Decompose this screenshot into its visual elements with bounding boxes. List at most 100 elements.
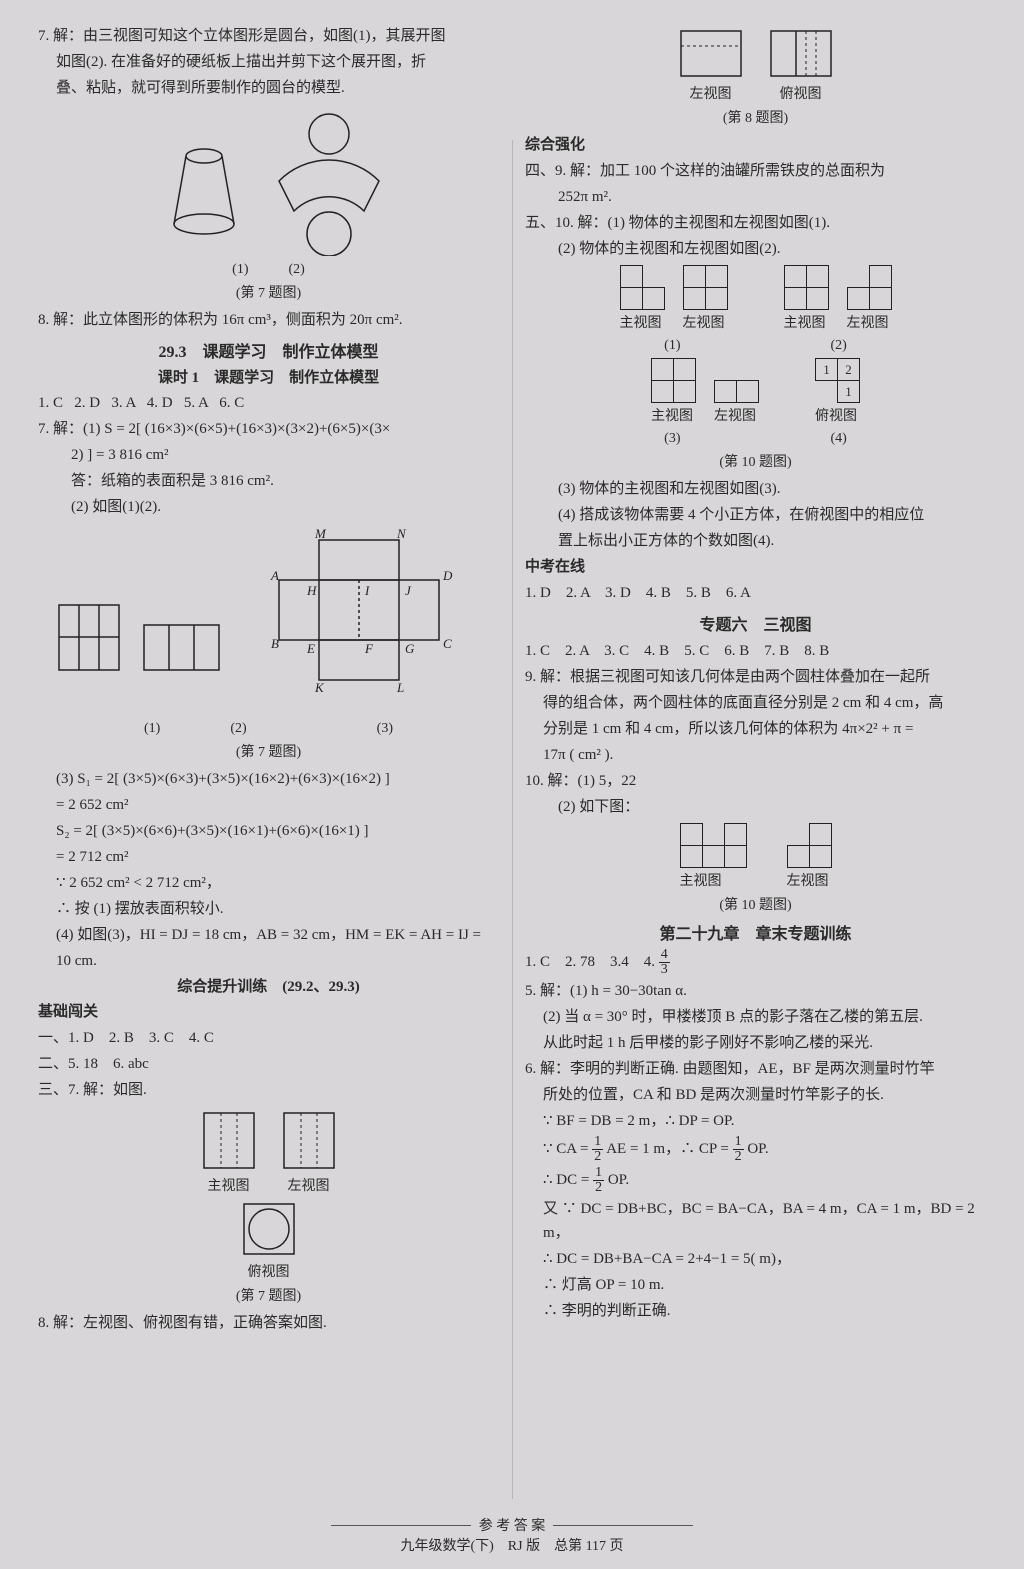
fig7b-svg: MN AH IJD BE FGC KL <box>49 525 489 715</box>
svg-text:C: C <box>443 636 452 651</box>
left-column: 7. 解：由三视图可知这个立体图形是圆台，如图(1)，其展开图 如图(2). 在… <box>30 18 507 1551</box>
fig7a-label1: (1) <box>232 262 248 278</box>
q10-5: 置上标出小正方体的个数如图(4). <box>525 529 986 553</box>
zkzx-head: 中考在线 <box>525 555 986 579</box>
svg-text:L: L <box>396 680 404 695</box>
fig10b: 主视图 左视图 <box>525 823 986 890</box>
q10-1: 五、10. 解：(1) 物体的主视图和左视图如图(1). <box>525 211 986 235</box>
ans-zt: 1. C 2. A 3. C 4. B 5. C 6. B 7. B 8. B <box>525 639 986 663</box>
zhqh-head: 综合强化 <box>525 133 986 157</box>
q6-8: ∴ 灯高 OP = 10 m. <box>525 1273 986 1297</box>
footer-l2: 九年级数学(下) RJ 版 总第 117 页 <box>0 1535 1024 1555</box>
fig10-row2: 主视图 左视图 12 1 俯视图 <box>525 358 986 425</box>
ans-row-2: 一、1. D 2. B 3. C 4. C <box>38 1026 499 1050</box>
svg-text:J: J <box>405 583 412 598</box>
q9b-2: 得的组合体，两个圆柱体的底面直径分别是 2 cm 和 4 cm，高 <box>525 691 986 715</box>
q7b-10: ∴ 按 (1) 摆放表面积较小. <box>38 897 499 921</box>
svg-text:H: H <box>306 583 317 598</box>
q7b-5: (3) S₁ = 2[ (3×5)×(6×3)+(3×5)×(16×2)+(6×… <box>38 767 499 791</box>
r2-l0: 主视图 <box>651 405 696 425</box>
q10-2: (2) 物体的主视图和左视图如图(2). <box>525 237 986 261</box>
ans-ch29-head: 1. C 2. 78 3.4 4. <box>525 954 659 970</box>
frac12a: 12 <box>592 1135 603 1164</box>
sect2-title: 综合提升训练 (29.2、29.3) <box>38 975 499 996</box>
r2-n0: (3) <box>664 431 680 447</box>
fig7c-front-svg <box>199 1108 259 1173</box>
q7c-head: 三、7. 解：如图. <box>38 1078 499 1102</box>
q10b-1: 10. 解：(1) 5，22 <box>525 769 986 793</box>
q9b-1: 9. 解：根据三视图可知该几何体是由两个圆柱体叠加在一起所 <box>525 665 986 689</box>
fig7c-left-svg <box>279 1108 339 1173</box>
q6-4a: ∵ CA = <box>543 1141 592 1157</box>
fig7c-top-svg <box>239 1199 299 1259</box>
q10-3: (3) 物体的主视图和左视图如图(3). <box>525 477 986 501</box>
fig7a-caption: (第 7 题图) <box>38 282 499 302</box>
fig7b-l3: (3) <box>377 721 393 737</box>
fig7b-l1: (1) <box>144 721 160 737</box>
svg-text:M: M <box>314 526 327 541</box>
svg-text:A: A <box>270 568 279 583</box>
fig8-top-label: 俯视图 <box>766 83 836 103</box>
ch29-title: 第二十九章 章末专题训练 <box>525 920 986 944</box>
q7b-11: (4) 如图(3)，HI = DJ = 18 cm，AB = 32 cm，HM … <box>38 923 499 947</box>
q6-4: ∵ CA = 12 AE = 1 m，∴ CP = 12 OP. <box>525 1135 986 1164</box>
fig8-caption: (第 8 题图) <box>525 107 986 127</box>
footer-l1: 参 考 答 案 <box>479 1515 546 1535</box>
q7-line1: 7. 解：由三视图可知这个立体图形是圆台，如图(1)，其展开图 <box>38 24 499 48</box>
q6-7: ∴ DC = DB+BA−CA = 2+4−1 = 5( m)， <box>525 1247 986 1271</box>
sect-29-3-sub: 课时 1 课题学习 制作立体模型 <box>38 366 499 387</box>
column-divider <box>512 140 513 1499</box>
q7b-4: (2) 如图(1)(2). <box>38 495 499 519</box>
svg-text:D: D <box>442 568 453 583</box>
fig10b-caption: (第 10 题图) <box>525 894 986 914</box>
svg-text:K: K <box>314 680 325 695</box>
q10b-2: (2) 如下图： <box>525 795 986 819</box>
r1-l0: 主视图 <box>620 312 665 332</box>
q7-line2: 如图(2). 在准备好的硬纸板上描出并剪下这个展开图，折 <box>38 50 499 74</box>
q10-4: (4) 搭成该物体需要 4 个小正方体，在俯视图中的相应位 <box>525 503 986 527</box>
r2-l1: 左视图 <box>714 405 759 425</box>
frac12b: 12 <box>733 1135 744 1164</box>
fig7b-l2: (2) <box>230 721 246 737</box>
q9b-4: 17π ( cm² ). <box>525 743 986 767</box>
ans-ch29: 1. C 2. 78 3.4 4. 43 <box>525 948 986 977</box>
zt6-title: 专题六 三视图 <box>525 611 986 635</box>
q7-line3: 叠、粘贴，就可得到所要制作的圆台的模型. <box>38 76 499 100</box>
q6-1: 6. 解：李明的判断正确. 由题图知，AE，BF 是两次测量时竹竿 <box>525 1057 986 1081</box>
fig7a-svg <box>129 106 409 256</box>
q7b-6: = 2 652 cm² <box>38 793 499 817</box>
q6-3: ∵ BF = DB = 2 m，∴ DP = OP. <box>525 1109 986 1133</box>
q6-5b: OP. <box>608 1172 629 1188</box>
r1-l2: 主视图 <box>784 312 829 332</box>
q6-5a: ∴ DC = <box>543 1172 593 1188</box>
q7b-8: = 2 712 cm² <box>38 845 499 869</box>
q9-1: 四、9. 解：加工 100 个这样的油罐所需铁皮的总面积为 <box>525 159 986 183</box>
page-footer: 参 考 答 案 九年级数学(下) RJ 版 总第 117 页 <box>0 1515 1024 1555</box>
q5-1: 5. 解：(1) h = 30−30tan α. <box>525 979 986 1003</box>
r2-l2: 俯视图 <box>815 405 860 425</box>
fig7c-front: 主视图 <box>199 1175 259 1195</box>
fig7c-top: 俯视图 <box>239 1261 299 1281</box>
figure-7c: 主视图 左视图 俯视图 (第 7 题图) <box>38 1108 499 1305</box>
q6-9: ∴ 李明的判断正确. <box>525 1299 986 1323</box>
q5-3: 从此时起 1 h 后甲楼的影子刚好不影响乙楼的采光. <box>525 1031 986 1055</box>
svg-text:I: I <box>364 583 370 598</box>
fig10b-l0: 主视图 <box>680 870 747 890</box>
fig7a-label2: (2) <box>289 262 305 278</box>
r1-l3: 左视图 <box>847 312 892 332</box>
svg-text:E: E <box>306 641 315 656</box>
base-head: 基础闯关 <box>38 1000 499 1024</box>
fig7c-left: 左视图 <box>279 1175 339 1195</box>
fig7b-caption: (第 7 题图) <box>38 741 499 761</box>
figure-7b: MN AH IJD BE FGC KL (1) (2) (3) (第 7 题图) <box>38 525 499 761</box>
fig10b-l1: 左视图 <box>787 870 832 890</box>
q9b-3: 分别是 1 cm 和 4 cm，所以该几何体的体积为 4π×2² + π = <box>525 717 986 741</box>
fig8-top-svg <box>766 26 836 81</box>
fig10-caption: (第 10 题图) <box>525 451 986 471</box>
fig7c-caption: (第 7 题图) <box>38 1285 499 1305</box>
q8b: 8. 解：左视图、俯视图有错，正确答案如图. <box>38 1311 499 1335</box>
q7b-2: 2) ] = 3 816 cm² <box>38 443 499 467</box>
r1-n1: (2) <box>831 338 847 354</box>
fig8-left-label: 左视图 <box>676 83 746 103</box>
right-column: 左视图 俯视图 (第 8 题图) 综合强化 四、9. 解：加工 100 个这样的… <box>517 18 994 1551</box>
